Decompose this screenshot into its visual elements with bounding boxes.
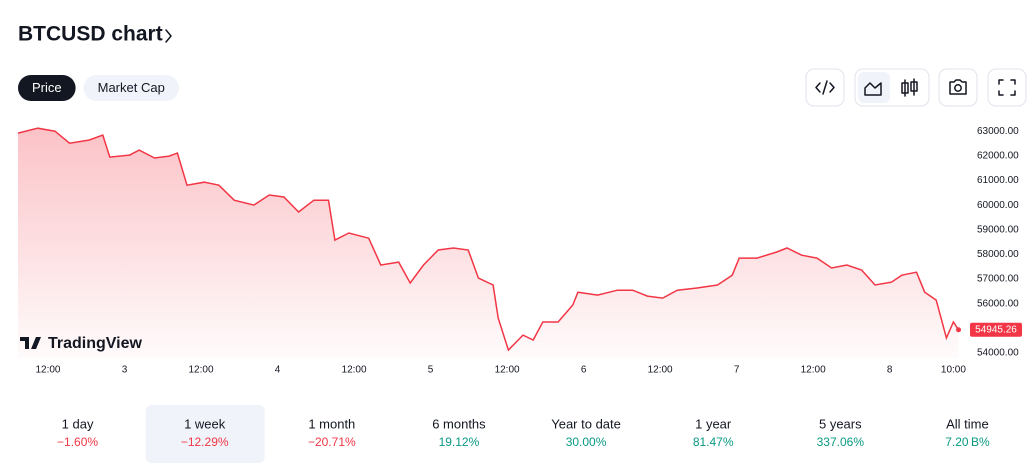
watermark-logo: [20, 337, 41, 349]
period-label[interactable]: All time: [946, 416, 989, 431]
watermark: TradingView: [20, 335, 143, 352]
x-tick-label: 12:00: [35, 365, 60, 376]
x-tick-label: 12:00: [342, 365, 367, 376]
period-selected-bg[interactable]: [145, 405, 265, 463]
period-label[interactable]: 5 years: [819, 416, 862, 431]
period-tab[interactable]: Year to date 30.00%: [551, 416, 621, 449]
embed-icon: [815, 80, 835, 95]
period-label[interactable]: Year to date: [551, 416, 621, 431]
period-tab[interactable]: All time 7.20 B%: [945, 416, 990, 449]
camera-lens: [954, 84, 962, 92]
period-change[interactable]: −20.71%: [308, 435, 356, 449]
area-icon: [864, 82, 882, 96]
tab-label[interactable]: Market Cap: [98, 80, 165, 95]
watermark-text: TradingView: [48, 335, 143, 352]
y-tick-label: 62000.00: [977, 150, 1019, 161]
fullscreen-icon: [998, 79, 1016, 96]
toolbar: [805, 68, 1027, 107]
y-tick-label: 58000.00: [977, 249, 1019, 260]
x-tick-label: 8: [887, 365, 893, 376]
tab-label[interactable]: Price: [32, 80, 62, 95]
x-tick-label: 12:00: [495, 365, 520, 376]
camera-icon: [949, 79, 967, 95]
x-tick-label: 7: [734, 365, 740, 376]
period-tab[interactable]: 1 week −12.29%: [145, 405, 265, 463]
period-tab[interactable]: 6 months 19.12%: [432, 416, 486, 449]
last-price-badge: [970, 322, 1022, 337]
x-tick-label: 4: [275, 365, 281, 376]
last-point: [956, 327, 962, 333]
candles-icon[interactable]: [901, 78, 918, 97]
screenshot-button[interactable]: [938, 68, 978, 107]
fullscreen-button[interactable]: [987, 68, 1027, 107]
period-label[interactable]: 1 week: [184, 416, 226, 431]
period-change[interactable]: −12.29%: [181, 435, 229, 449]
x-tick-label: 6: [581, 365, 587, 376]
price-line: [17, 127, 960, 352]
title-chevron[interactable]: [165, 29, 172, 43]
y-tick-label: 57000.00: [977, 274, 1019, 285]
area-fill: [18, 128, 959, 358]
y-tick-label: 60000.00: [977, 200, 1019, 211]
period-tab[interactable]: 1 month −20.71%: [308, 416, 356, 449]
x-tick-label: 10:00: [941, 365, 966, 376]
period-change[interactable]: 19.12%: [439, 435, 480, 449]
x-tick-label: 5: [428, 365, 434, 376]
period-tab[interactable]: 5 years 337.06%: [817, 416, 865, 449]
y-tick-label: 54000.00: [977, 348, 1019, 359]
y-tick-label: 56000.00: [977, 298, 1019, 309]
period-change[interactable]: 30.00%: [566, 435, 607, 449]
y-tick-label: 59000.00: [977, 224, 1019, 235]
period-change[interactable]: 337.06%: [817, 435, 865, 449]
period-tab[interactable]: 1 year 81.47%: [693, 416, 734, 449]
period-label[interactable]: 1 month: [308, 416, 355, 431]
period-tab[interactable]: 1 day −1.60%: [57, 416, 98, 449]
x-tick-label: 12:00: [801, 365, 826, 376]
tab-bg[interactable]: [18, 75, 76, 101]
period-change[interactable]: −1.60%: [57, 435, 98, 449]
y-tick-label: 63000.00: [977, 126, 1019, 137]
x-tick-label: 12:00: [188, 365, 213, 376]
period-change[interactable]: 81.47%: [693, 435, 734, 449]
x-tick-label: 12:00: [648, 365, 673, 376]
x-tick-label: 3: [122, 365, 128, 376]
period-change[interactable]: 7.20 B%: [945, 435, 990, 449]
title[interactable]: BTCUSD chart: [18, 23, 163, 46]
last-price-label: 54945.26: [975, 324, 1017, 335]
tab-bg[interactable]: [83, 75, 179, 101]
period-label[interactable]: 6 months: [432, 416, 486, 431]
y-tick-label: 61000.00: [977, 175, 1019, 186]
period-label[interactable]: 1 year: [695, 416, 732, 431]
tab[interactable]: Price: [18, 75, 76, 101]
tab[interactable]: Market Cap: [83, 75, 179, 101]
period-label[interactable]: 1 day: [62, 416, 94, 431]
